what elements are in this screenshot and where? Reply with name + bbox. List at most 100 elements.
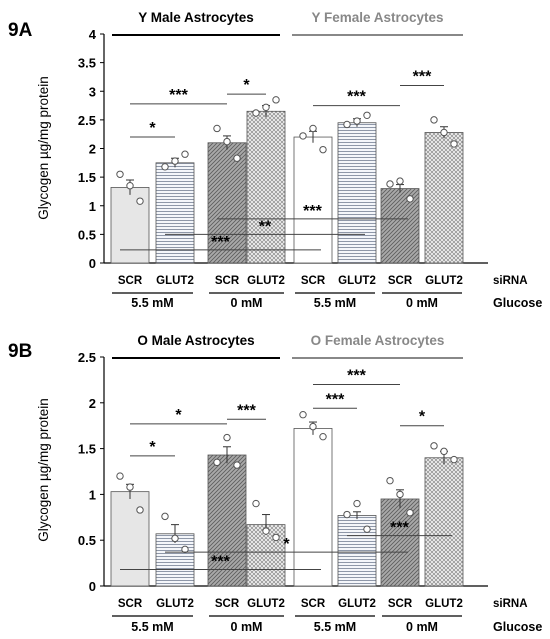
significance-label: * [243,77,250,94]
data-point [353,117,361,125]
x-tick-label: GLUT2 [425,598,463,610]
panel-label: 9B [8,341,32,362]
y-axis-label: Glycogen µg/mg protein [36,398,51,542]
bar [293,428,333,587]
y-tick-label: 1 [89,487,96,502]
data-point [450,455,458,464]
x-tick-label: GLUT2 [247,598,285,610]
data-point [396,490,404,499]
glucose-level-label: 0 mM [406,296,438,310]
significance-label: * [419,409,426,426]
panel-9a: 9A Y Male Astrocytes Y Female Astrocytes 0 0… [8,10,542,310]
glucose-level-label: 5.5 mM [131,620,173,634]
significance-label: *** [211,234,230,251]
group-title: Y Female Astrocytes [311,10,443,25]
x-tick-label: SCR [301,598,326,610]
y-tick-label: 1 [89,199,96,214]
significance-label: ** [259,218,272,235]
data-point [181,150,189,158]
data-point [181,545,189,554]
data-point [343,120,351,129]
glucose-level-label: 0 mM [406,620,438,634]
bar [110,491,150,587]
data-point [406,195,414,203]
data-point [272,96,280,104]
bar [110,187,150,264]
bar [293,136,333,264]
data-point [126,182,134,190]
significance-label: *** [303,203,322,220]
y-tick-label: 2.5 [78,350,96,365]
data-point [116,170,124,178]
y-tick-label: 2 [89,396,96,411]
data-point [136,506,144,514]
glucose-label: Glucose [493,296,542,310]
data-point [233,461,241,469]
data-point [161,163,169,171]
bar [246,110,286,264]
data-point [262,103,270,111]
data-point [213,124,221,133]
significance-label: * [149,439,156,456]
significance-label: *** [211,554,230,571]
x-tick-label: GLUT2 [247,275,285,287]
y-tick-label: 2 [89,142,96,157]
data-point [126,483,134,491]
y-tick-label: 2.5 [78,113,96,128]
y-tick-label: 0 [89,579,96,594]
x-tick-label: GLUT2 [338,275,376,287]
data-point [309,422,317,431]
data-point [430,116,438,124]
data-point [386,476,394,485]
data-point [233,154,241,162]
data-point [161,512,169,521]
y-tick-label: 0 [89,256,96,271]
x-tick-label: SCR [301,275,326,287]
bar [155,162,195,264]
data-point [319,145,327,154]
significance-label: * [283,536,290,553]
bar [424,457,464,587]
group-title: O Female Astrocytes [311,333,445,348]
data-point [343,510,351,519]
x-tick-label: SCR [118,598,143,610]
data-point [171,534,179,543]
data-point [353,499,361,508]
y-tick-label: 0.5 [78,533,96,548]
significance-label: *** [347,89,366,106]
data-point [299,411,307,419]
group-title: O Male Astrocytes [137,333,254,348]
significance-label: * [149,120,156,137]
x-tick-label: GLUT2 [156,275,194,287]
panel-label: 9A [8,20,33,41]
bar [424,132,464,264]
bar [337,122,377,264]
data-point [440,128,448,137]
significance-label: * [175,407,182,424]
data-point [213,458,221,467]
glucose-level-label: 5.5 mM [131,296,173,310]
bar [207,454,247,587]
x-tick-label: SCR [388,275,413,287]
data-point [386,180,394,188]
x-tick-label: GLUT2 [338,598,376,610]
group-title: Y Male Astrocytes [138,10,254,25]
data-point [309,124,317,133]
data-point [299,132,307,140]
significance-label: *** [237,402,256,419]
bar [207,142,247,264]
glucose-level-label: 5.5 mM [314,620,356,634]
data-point [363,525,371,533]
data-point [396,177,404,185]
data-point [252,499,260,508]
sirna-label: siRNA [493,598,528,610]
y-tick-label: 0.5 [78,227,96,242]
x-tick-label: SCR [215,275,240,287]
y-tick-label: 1.5 [78,170,96,185]
significance-label: *** [390,520,409,537]
data-point [252,109,260,117]
data-point [223,433,231,442]
significance-label: *** [169,87,188,104]
x-tick-label: SCR [118,275,143,287]
